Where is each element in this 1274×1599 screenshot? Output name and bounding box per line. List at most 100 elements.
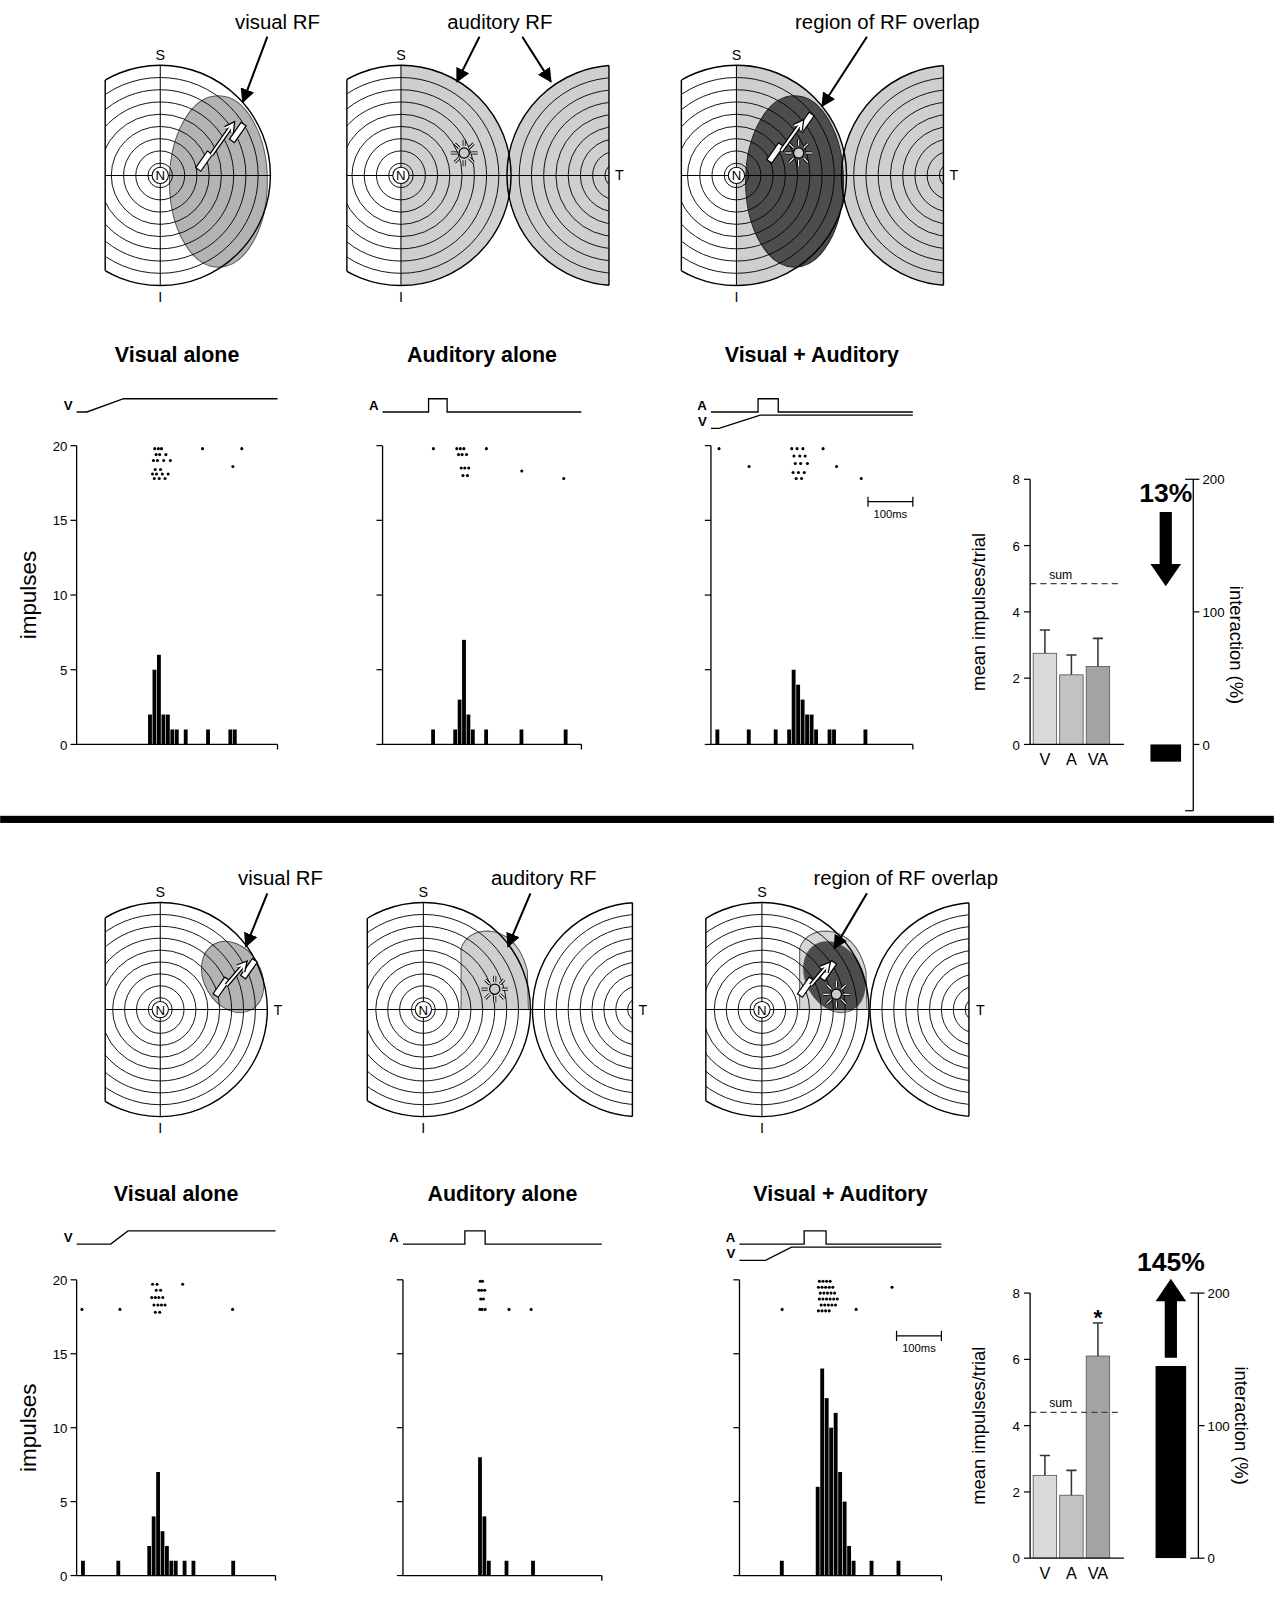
sound-ray xyxy=(827,985,831,989)
raster-spike xyxy=(794,462,797,465)
stimulus-label: A xyxy=(389,1230,399,1245)
y-tick xyxy=(705,669,711,670)
sound-ray xyxy=(789,144,793,148)
field-label: I xyxy=(760,1120,764,1136)
y-tick xyxy=(71,669,77,670)
raster-spike xyxy=(151,472,154,475)
sound-ray xyxy=(789,158,793,162)
sound-ray xyxy=(789,158,793,162)
y-tick xyxy=(1024,611,1030,612)
raster-spike xyxy=(231,465,234,468)
motion-arrow xyxy=(781,122,801,151)
x-tick xyxy=(941,1576,942,1581)
histogram-panel: Visual aloneimpulses05101520V xyxy=(16,1182,276,1583)
tick-label: 200 xyxy=(1202,472,1224,487)
field-label: I xyxy=(158,1120,162,1136)
raster-spike xyxy=(825,1280,828,1283)
axis-title: mean impulses/trial xyxy=(968,533,989,691)
field-area xyxy=(347,65,609,285)
y2-tick xyxy=(1193,744,1199,745)
y2-axis-end xyxy=(1185,810,1193,811)
tick-label: 4 xyxy=(1013,1419,1020,1434)
sound-ray xyxy=(502,988,508,991)
histogram-bar xyxy=(462,640,466,745)
x-axis xyxy=(1030,1558,1124,1559)
field-edge xyxy=(367,918,368,1100)
sound-ray xyxy=(798,140,799,146)
sound-ray xyxy=(844,993,850,996)
histogram-bar xyxy=(166,715,170,745)
histogram-bar xyxy=(870,1561,874,1576)
meridian xyxy=(367,1009,632,1010)
sound-ray xyxy=(451,151,457,154)
interaction-area xyxy=(1150,744,1181,761)
tick-label: 0 xyxy=(1013,1551,1020,1566)
histogram-bar xyxy=(170,729,174,744)
tick-label: 8 xyxy=(1013,472,1020,487)
bar xyxy=(1086,667,1109,745)
raster-spike xyxy=(818,1280,821,1283)
raster-spike xyxy=(201,447,204,450)
plot-area xyxy=(80,1283,235,1576)
field-area xyxy=(367,902,632,1116)
y-tick xyxy=(71,1353,77,1354)
raster-spike xyxy=(860,477,863,480)
sound-ray xyxy=(455,144,459,148)
stimulus-bar xyxy=(797,977,814,997)
y-tick xyxy=(376,594,382,595)
ring xyxy=(411,998,435,1022)
stimulus-trace xyxy=(739,1247,941,1260)
stimulus-label: A xyxy=(697,398,707,413)
receptive-field-map: SINT xyxy=(53,884,282,1136)
sound-ray xyxy=(485,980,489,984)
raster-spike xyxy=(520,470,523,473)
y2-tick xyxy=(1193,611,1199,612)
raster-spike xyxy=(155,453,158,456)
raster-spike xyxy=(158,453,161,456)
callout-arrow xyxy=(457,37,479,82)
field-label: N xyxy=(155,168,165,183)
sound-ray xyxy=(494,976,495,982)
field-label: T xyxy=(615,167,624,183)
interaction-arrow xyxy=(1156,1279,1187,1358)
y-tick xyxy=(1024,1292,1030,1293)
sound-ray xyxy=(500,980,504,984)
raster-spike xyxy=(164,453,167,456)
rf-label: auditory RF xyxy=(447,11,552,33)
stimulus-label: A xyxy=(726,1230,736,1245)
raster-spike xyxy=(118,1308,121,1311)
raster-spike xyxy=(459,447,462,450)
sound-ray xyxy=(827,999,831,1003)
raster-spike xyxy=(181,1283,184,1286)
sound-ray xyxy=(806,151,812,154)
sound-ray xyxy=(785,152,791,153)
divider xyxy=(0,816,1274,823)
histogram-bar xyxy=(792,670,796,745)
field-edge xyxy=(104,80,105,271)
histogram-bar xyxy=(147,1546,151,1576)
interaction-bar xyxy=(1156,1366,1187,1558)
raster-spike xyxy=(817,1309,820,1312)
histogram-bar xyxy=(175,729,179,744)
raster-spike xyxy=(891,1286,894,1289)
y-tick xyxy=(376,520,382,521)
axis-title: mean impulses/trial xyxy=(968,1347,989,1505)
histogram-bar xyxy=(843,1502,847,1576)
sound-ray xyxy=(798,160,799,166)
significance-mark: * xyxy=(1094,1305,1103,1330)
sound-source xyxy=(459,148,469,158)
axis-title: impulses xyxy=(16,551,41,639)
raster-spike xyxy=(150,1296,153,1299)
raster-spike xyxy=(156,459,159,462)
field-label: S xyxy=(757,884,767,900)
y-tick xyxy=(71,445,77,446)
raster-spike xyxy=(829,1298,832,1301)
field-edge xyxy=(104,918,105,1102)
sound-ray xyxy=(494,996,495,1002)
callout-arrow xyxy=(822,37,867,106)
y-tick xyxy=(1024,1425,1030,1426)
tick-label: 2 xyxy=(1013,1485,1020,1500)
sound-ray xyxy=(455,144,459,148)
sound-ray xyxy=(455,158,459,162)
plot-area xyxy=(715,447,867,744)
